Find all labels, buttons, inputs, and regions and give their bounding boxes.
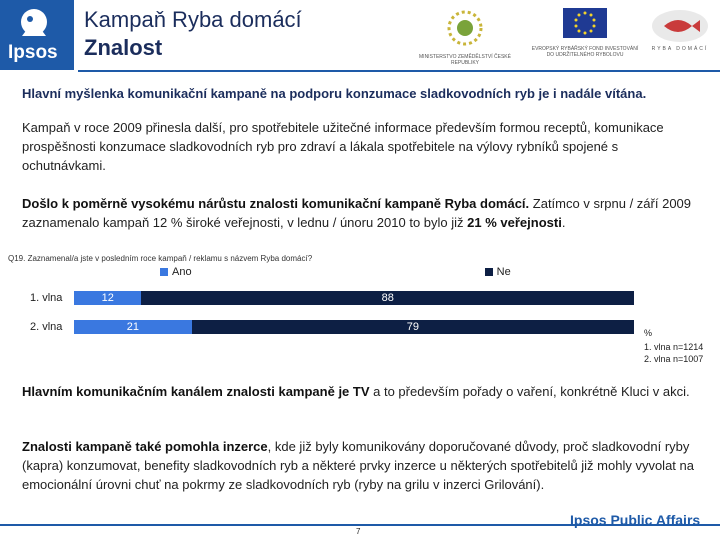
paragraph-4: Znalosti kampaně také pomohla inzerce, k… — [22, 437, 702, 494]
ipsos-logo: Ipsos — [0, 0, 74, 70]
ministry-logo-text: MINISTERSTVO ZEMĚDĚLSTVÍ ČESKÉ REPUBLIKY — [419, 54, 511, 66]
bar-ne-2: 79 — [191, 320, 634, 334]
stacked-bar-chart: 1. vlna 12 88 2. vlna 21 79 — [0, 286, 720, 346]
legend-ne-label: Ne — [496, 266, 511, 278]
paragraph-2-bold-end: 21 % veřejnosti — [467, 215, 562, 230]
question-label: Q19. Zaznamenal/a jste v posledním roce … — [8, 254, 313, 263]
title-line-1: Kampaň Ryba domácí — [84, 7, 302, 32]
ministry-logo: MINISTERSTVO ZEMĚDĚLSTVÍ ČESKÉ REPUBLIKY — [410, 8, 520, 66]
eu-flag-icon — [563, 8, 607, 38]
chart-n1: 1. vlna n=1214 — [644, 342, 704, 352]
bar-ne-1: 88 — [141, 291, 634, 305]
footer-brand: Ipsos Public Affairs — [570, 512, 701, 528]
legend-ne-swatch — [484, 268, 493, 276]
paragraph-4-text: , kde již byly komunikovány doporučované… — [22, 439, 694, 492]
paragraph-3: Hlavním komunikačním kanálem znalosti ka… — [22, 382, 702, 401]
headline: Hlavní myšlenka komunikační kampaně na p… — [22, 86, 647, 101]
bar-value-label: 12 — [101, 292, 114, 304]
paragraph-1: Kampaň v roce 2009 přinesla další, pro s… — [22, 120, 664, 173]
eu-fund-logo-text: EVROPSKÝ RYBÁŘSKÝ FOND INVESTOVÁNÍ DO UD… — [531, 46, 639, 58]
legend-ne: Ne — [484, 266, 511, 278]
paragraph-3-bold: Hlavním komunikačním kanálem znalosti ka… — [22, 384, 370, 399]
paragraph-4-bold: Znalosti kampaně také pomohla inzerce — [22, 439, 268, 454]
legend-ano: Ano — [160, 266, 192, 278]
title-line-2: Znalost — [84, 35, 163, 60]
category-label: 2. vlna — [30, 321, 63, 333]
paragraph-2-bold: Došlo k poměrně vysokému nárůstu znalost… — [22, 196, 530, 211]
ipsos-head-icon — [21, 9, 47, 36]
bar-ano-1: 12 — [74, 291, 142, 305]
paragraph-2-text: Zatímco v srpnu / září 2009 zaznamenalo … — [22, 196, 692, 230]
ryba-domaci-logo-text: RYBA DOMÁCÍ — [651, 46, 709, 52]
footer-line — [0, 524, 720, 526]
chart-notes: % 1. vlna n=1214 2. vlna n=1007 — [644, 327, 703, 365]
ministry-emblem-icon — [447, 10, 483, 46]
eu-fund-logo: EVROPSKÝ RYBÁŘSKÝ FOND INVESTOVÁNÍ DO UD… — [530, 8, 640, 58]
bar-value-label: 21 — [126, 321, 140, 333]
bar-value-label: 88 — [381, 292, 394, 304]
bar-ano-2: 21 — [74, 320, 192, 334]
category-label: 1. vlna — [30, 292, 63, 304]
page-title: Kampaň Ryba domácí Znalost — [84, 6, 302, 62]
legend-ano-label: Ano — [172, 266, 192, 278]
header-divider — [78, 70, 720, 72]
bar-value-label: 79 — [406, 321, 420, 333]
ipsos-brand-text: Ipsos — [8, 42, 58, 63]
chart-n2: 2. vlna n=1007 — [644, 354, 704, 364]
legend-ano-swatch — [160, 268, 168, 276]
page-number: 7 — [356, 527, 361, 536]
paragraph-2-end: . — [561, 215, 566, 230]
ryba-domaci-logo: RYBA DOMÁCÍ — [648, 8, 712, 52]
legend: Ano Ne — [160, 266, 511, 279]
fish-logo-icon — [652, 10, 708, 42]
paragraph-3-text: a to především pořady o vaření, konkrétn… — [369, 384, 690, 399]
chart-unit: % — [644, 328, 653, 338]
paragraph-2: Došlo k poměrně vysokému nárůstu znalost… — [22, 194, 702, 232]
